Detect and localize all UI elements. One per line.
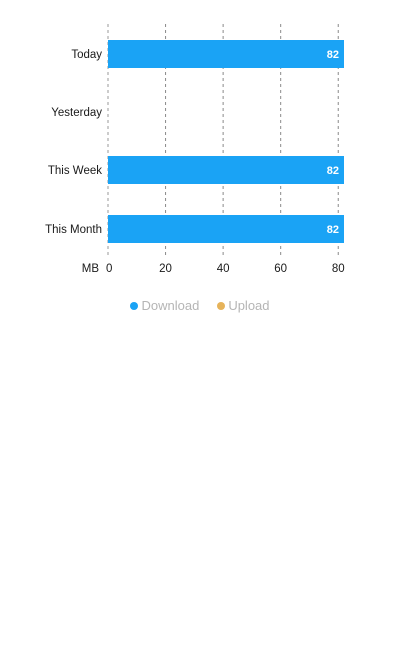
- bar-download-0: [108, 40, 344, 68]
- bar-value-label-0: 82: [327, 49, 339, 61]
- chart-legend: Download Upload: [0, 298, 400, 313]
- legend-label-download: Download: [141, 298, 200, 313]
- x-tick-label-0: 0: [106, 263, 112, 275]
- category-label-1: Yesterday: [51, 107, 102, 119]
- category-label-3: This Month: [45, 224, 102, 236]
- bar-value-label-3: 82: [327, 224, 339, 236]
- x-tick-label-80: 80: [332, 263, 345, 275]
- legend-item-upload[interactable]: Upload: [217, 298, 270, 313]
- x-tick-label-20: 20: [159, 263, 172, 275]
- bar-download-3: [108, 215, 344, 243]
- x-axis-label: MB: [82, 263, 100, 275]
- bar-chart: 0 20 40 60 80 MB Today Yesterday This Week This M…: [45, 24, 345, 275]
- legend-dot-download: [130, 301, 139, 310]
- legend-dot-upload: [217, 301, 226, 310]
- legend-item-download[interactable]: Download: [130, 298, 199, 313]
- category-label-0: Today: [71, 49, 102, 61]
- legend-label-upload: Upload: [228, 298, 270, 313]
- x-tick-label-60: 60: [274, 263, 287, 275]
- bar-download-2: [108, 156, 344, 184]
- x-tick-label-40: 40: [217, 263, 230, 275]
- category-label-2: This Week: [48, 165, 102, 177]
- bar-value-label-2: 82: [327, 165, 339, 177]
